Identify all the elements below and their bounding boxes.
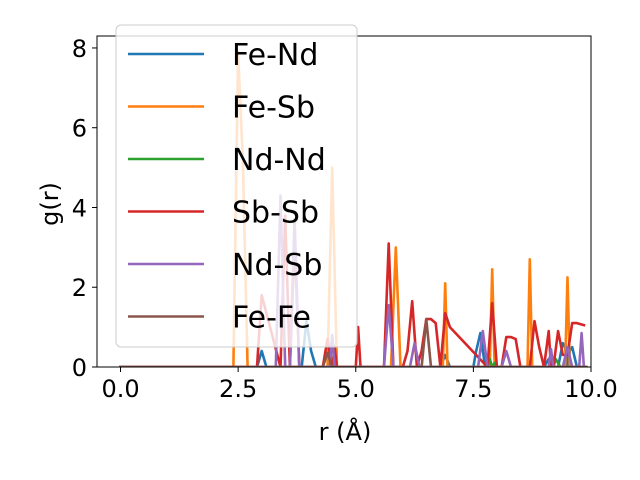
x-tick-label: 10.0 <box>564 375 617 403</box>
x-tick-label: 2.5 <box>219 375 257 403</box>
y-tick-label: 8 <box>72 35 87 63</box>
legend-label-nd-sb: Nd-Sb <box>232 248 322 283</box>
legend-label-sb-sb: Sb-Sb <box>232 196 319 231</box>
y-tick-label: 2 <box>72 274 87 302</box>
series-line-fe-fe <box>119 317 588 367</box>
y-tick-label: 6 <box>72 115 87 143</box>
legend-label-nd-nd: Nd-Nd <box>232 143 326 178</box>
legend: Fe-Nd Fe-Sb Nd-Nd Sb-Sb Nd-Sb Fe-Fe <box>115 24 358 348</box>
legend-label-fe-nd: Fe-Nd <box>232 38 318 73</box>
y-axis-label: g(r) <box>36 182 64 226</box>
y-tick-label: 4 <box>72 194 87 222</box>
x-tick-label: 7.5 <box>454 375 492 403</box>
y-tick-label: 0 <box>72 354 87 382</box>
x-axis-label: r (Å) <box>319 417 372 446</box>
ticks: 0.0 2.5 5.0 7.5 10.0 0 2 4 6 8 <box>72 35 618 403</box>
x-tick-label: 5.0 <box>337 375 375 403</box>
legend-box <box>115 24 358 348</box>
x-tick-label: 0.0 <box>101 375 139 403</box>
legend-label-fe-fe: Fe-Fe <box>232 301 311 336</box>
legend-label-fe-sb: Fe-Sb <box>232 91 315 126</box>
